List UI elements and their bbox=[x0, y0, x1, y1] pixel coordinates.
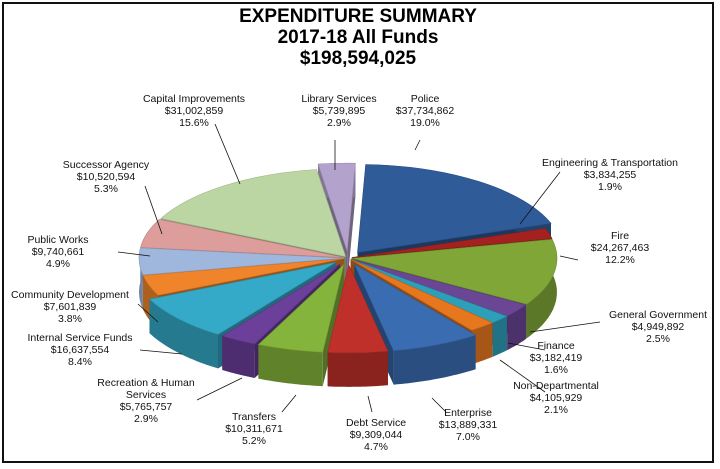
title-line-1: EXPENDITURE SUMMARY bbox=[239, 6, 477, 27]
label-engineering-and-transportation: Engineering & Transportation $3,834,255 1.… bbox=[542, 157, 678, 193]
slice-debt-service bbox=[327, 263, 389, 354]
label-community-development: Community Development $7,601,839 3.8% bbox=[11, 289, 129, 325]
leader-police bbox=[414, 139, 421, 151]
leader-finance bbox=[507, 342, 546, 351]
label-library-services: Library Services $5,739,895 2.9% bbox=[301, 93, 376, 129]
slice-labels: Police $37,734,862 19.0% Engineering & Tran… bbox=[11, 93, 707, 453]
label-non-departmental: Non-Departmental $4,105,929 2.1% bbox=[513, 380, 599, 416]
slice-non-departmental bbox=[350, 259, 494, 331]
title-line-3: $198,594,025 bbox=[299, 48, 417, 69]
title-line-2: 2017-18 All Funds bbox=[277, 27, 439, 48]
slice-library-services bbox=[317, 162, 356, 252]
label-transfers: Transfers $10,311,671 5.2% bbox=[225, 411, 283, 447]
slice-public-works bbox=[138, 247, 345, 276]
leader-public-works bbox=[117, 251, 151, 257]
leader-internal-service-funds bbox=[139, 349, 183, 355]
slice-internal-service-funds bbox=[148, 262, 336, 335]
label-successor-agency: Successor Agency $10,520,594 5.3% bbox=[63, 159, 150, 195]
label-general-government: General Government $4,949,892 2.5% bbox=[609, 309, 707, 345]
pie-tops bbox=[138, 162, 558, 354]
label-fire: Fire $24,267,463 12.2% bbox=[591, 230, 650, 266]
leader-successor-agency bbox=[144, 185, 163, 235]
leader-general-government bbox=[529, 321, 601, 333]
label-capital-improvements: Capital Improvements $31,002,859 15.6% bbox=[143, 93, 245, 129]
leader-debt-service bbox=[367, 395, 373, 413]
slice-fire bbox=[351, 238, 558, 305]
slice-recreation-and-human-services bbox=[221, 263, 341, 345]
leader-non-departmental bbox=[499, 359, 546, 393]
label-internal-service-funds: Internal Service Funds $16,637,554 8.4% bbox=[27, 332, 132, 368]
slice-community-development bbox=[142, 258, 345, 296]
leader-transfers bbox=[281, 394, 297, 413]
slice-successor-agency bbox=[140, 219, 345, 258]
slice-transfers bbox=[257, 263, 345, 353]
leader-capital-improvements bbox=[214, 123, 241, 185]
label-public-works: Public Works $9,740,661 4.9% bbox=[27, 234, 88, 270]
slice-police bbox=[357, 164, 552, 253]
leader-community-development bbox=[137, 303, 159, 323]
label-police: Police $37,734,862 19.0% bbox=[396, 93, 455, 129]
slice-engineering-and-transportation bbox=[351, 228, 553, 258]
slice-capital-improvements bbox=[160, 169, 347, 258]
slice-enterprise bbox=[353, 263, 477, 352]
leader-engineering-and-transportation bbox=[519, 171, 561, 225]
leader-fire bbox=[559, 255, 579, 261]
leader-enterprise bbox=[431, 397, 447, 413]
chart-title: EXPENDITURE SUMMARY 2017-18 All Funds $1… bbox=[0, 6, 716, 69]
label-finance: Finance $3,182,419 1.6% bbox=[530, 340, 583, 376]
leader-recreation-and-human-services bbox=[196, 377, 243, 401]
label-debt-service: Debt Service $9,309,044 4.7% bbox=[346, 417, 406, 453]
label-enterprise: Enterprise $13,889,331 7.0% bbox=[439, 407, 498, 443]
label-recreation-and-human-services: Recreation & Human Services $5,765,757 2.9% bbox=[97, 377, 195, 425]
label-leaders bbox=[117, 123, 601, 413]
